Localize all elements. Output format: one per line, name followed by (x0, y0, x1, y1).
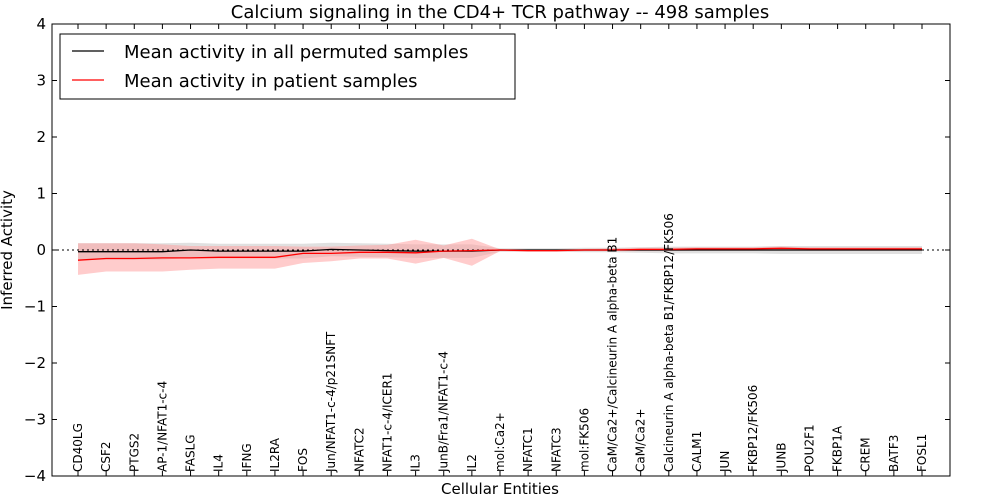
x-category-label: IFNG (240, 443, 254, 472)
y-axis-label: Inferred Activity (0, 190, 16, 310)
x-category-label: IL4 (212, 454, 226, 472)
x-axis-label: Cellular Entities (441, 480, 559, 498)
x-category-label: CALM1 (690, 431, 704, 472)
x-category-label: JunB/Fra1/NFAT1-c-4 (437, 351, 451, 473)
x-category-label: NFAT1-c-4/ICER1 (381, 373, 395, 472)
x-category-label: FOSL1 (915, 434, 929, 472)
x-category-label: AP-1/NFAT1-c-4 (155, 381, 169, 472)
line-patient (77, 247, 922, 261)
lines-layer (77, 247, 922, 261)
chart-title: Calcium signaling in the CD4+ TCR pathwa… (231, 2, 769, 23)
x-category-label: FOS (296, 448, 310, 472)
y-tick-label: 1 (36, 185, 46, 203)
y-tick-label: −2 (24, 354, 46, 372)
y-tick-label: 4 (36, 15, 46, 33)
x-category-label: FASLG (184, 434, 198, 472)
x-category-label: NFATC3 (549, 427, 563, 472)
x-category-label: NFATC1 (521, 427, 535, 472)
legend-box (59, 33, 516, 100)
x-category-label: FKBP1A (831, 425, 845, 472)
x-category-label: PTGS2 (127, 433, 141, 472)
y-tick-label: −3 (24, 411, 46, 429)
x-category-label: CSF2 (99, 441, 113, 472)
x-category-label: IL2RA (268, 437, 282, 472)
x-category-label: Calcineurin A alpha-beta B1/FKBP12/FK506 (662, 213, 676, 472)
plot-frame (51, 23, 951, 477)
legend: Mean activity in all permuted samples Me… (59, 33, 516, 100)
legend-label-patient: Mean activity in patient samples (124, 71, 418, 92)
category-labels: CD40LG CSF2 PTGS2 AP-1/NFAT1-c-4 FASLG IL4 IFN… (71, 213, 929, 473)
y-tick-label: 3 (36, 72, 46, 90)
x-category-label: CREM (859, 437, 873, 472)
x-category-label: Jun/NFAT1-c-4/p21SNFT (324, 331, 338, 473)
y-tick-label: −1 (24, 298, 46, 316)
y-tick-label: 2 (36, 128, 46, 146)
x-category-label: IL2 (465, 454, 479, 472)
band-patient (78, 238, 922, 275)
x-category-label: mol:Ca2+ (493, 412, 507, 472)
x-category-label: IL3 (409, 454, 423, 472)
x-category-label: mol:FK506 (577, 408, 591, 472)
x-category-label: FKBP12/FK506 (746, 385, 760, 472)
x-category-label: CaM/Ca2+ (634, 408, 648, 472)
x-category-label: NFATC2 (352, 427, 366, 472)
x-category-label: CD40LG (71, 423, 85, 472)
x-axis-ticks (77, 24, 923, 476)
y-tick-label: 0 (36, 241, 46, 259)
x-category-label: JUNB (774, 442, 788, 473)
legend-label-permuted: Mean activity in all permuted samples (124, 42, 468, 63)
x-category-label: BATF3 (887, 435, 901, 472)
y-tick-label: −4 (24, 467, 46, 485)
x-category-label: CaM/Ca2+/Calcineurin A alpha-beta B1 (606, 237, 620, 472)
x-category-label: JUN (718, 451, 732, 473)
x-category-label: POU2F1 (803, 424, 817, 472)
y-axis-ticks: −4 −3 −2 −1 0 1 2 3 4 (24, 15, 950, 485)
